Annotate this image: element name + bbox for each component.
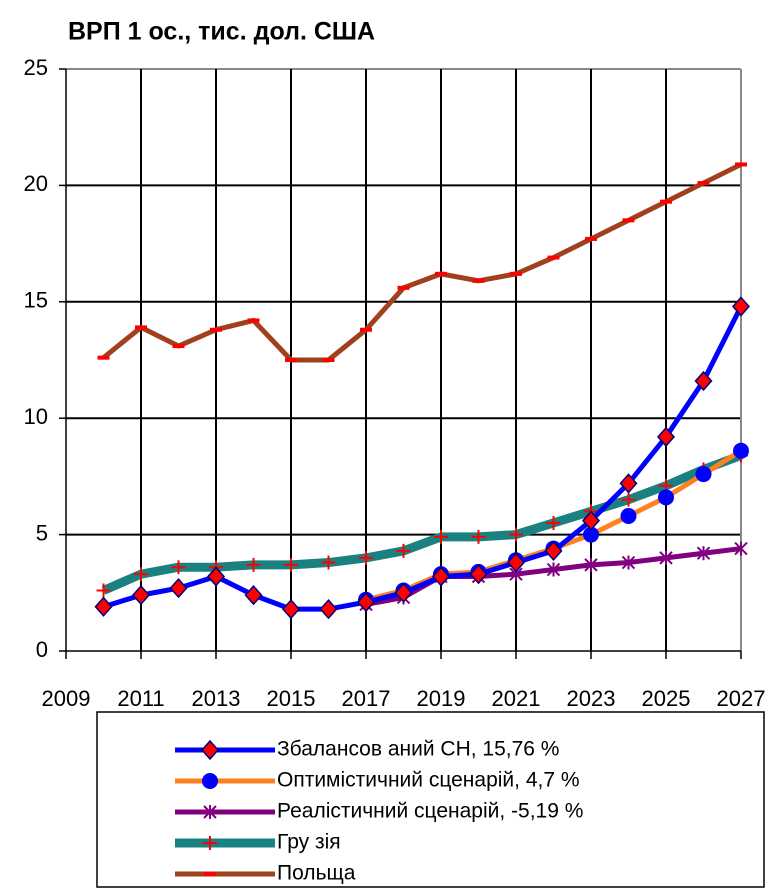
marker bbox=[169, 578, 188, 599]
series-line bbox=[101, 162, 743, 363]
x-tick-label: 2017 bbox=[342, 686, 391, 711]
x-tick-label: 2013 bbox=[192, 686, 241, 711]
marker bbox=[658, 489, 674, 506]
marker bbox=[96, 583, 111, 598]
marker bbox=[131, 584, 151, 606]
marker bbox=[356, 591, 376, 613]
marker bbox=[284, 557, 298, 572]
marker bbox=[322, 358, 335, 362]
legend-label: Збалансов аний СН, 15,76 % bbox=[277, 738, 559, 761]
marker bbox=[434, 529, 448, 544]
legend-marker bbox=[202, 773, 218, 789]
marker bbox=[660, 199, 672, 204]
marker bbox=[735, 162, 747, 167]
y-tick-label: 15 bbox=[24, 288, 48, 313]
marker bbox=[585, 236, 597, 241]
marker bbox=[733, 442, 749, 459]
marker bbox=[734, 541, 748, 556]
y-tick-label: 10 bbox=[24, 404, 48, 429]
marker bbox=[471, 529, 486, 544]
x-tick-label: 2025 bbox=[642, 686, 691, 711]
marker bbox=[621, 492, 636, 507]
marker bbox=[620, 507, 637, 524]
marker bbox=[697, 181, 710, 186]
marker bbox=[731, 296, 751, 317]
marker bbox=[659, 550, 673, 565]
marker bbox=[695, 466, 712, 483]
y-tick-label: 5 bbox=[36, 520, 48, 545]
marker bbox=[206, 566, 226, 587]
marker bbox=[472, 278, 485, 283]
x-tick-label: 2011 bbox=[117, 686, 164, 711]
legend-label: Гру зія bbox=[277, 831, 341, 854]
marker bbox=[435, 271, 447, 276]
marker bbox=[171, 560, 186, 575]
y-tick-label: 25 bbox=[24, 55, 48, 80]
marker bbox=[244, 584, 263, 606]
legend-label: Польща bbox=[277, 862, 356, 885]
legend-label: Реалістичний сценарій, -5,19 % bbox=[277, 800, 583, 823]
marker bbox=[281, 598, 301, 620]
marker bbox=[544, 540, 563, 562]
marker bbox=[134, 567, 148, 582]
marker bbox=[94, 596, 113, 617]
marker bbox=[581, 510, 601, 531]
marker bbox=[583, 526, 599, 543]
marker bbox=[172, 344, 185, 349]
marker bbox=[509, 527, 523, 542]
marker bbox=[359, 550, 373, 565]
marker bbox=[469, 564, 488, 585]
marker bbox=[397, 285, 410, 290]
marker bbox=[694, 370, 713, 392]
marker bbox=[622, 218, 635, 223]
legend-marker bbox=[204, 872, 216, 876]
marker bbox=[696, 546, 711, 561]
series-line bbox=[101, 451, 743, 595]
legend-box bbox=[96, 711, 765, 888]
chart-title: ВРП 1 ос., тис. дол. США bbox=[68, 18, 375, 46]
marker bbox=[584, 557, 598, 572]
legend-marker bbox=[203, 836, 217, 850]
marker bbox=[396, 543, 411, 558]
legend-marker bbox=[200, 739, 220, 761]
marker bbox=[135, 325, 147, 330]
x-tick-label: 2023 bbox=[567, 686, 616, 711]
marker bbox=[360, 327, 372, 332]
marker bbox=[546, 515, 561, 530]
marker bbox=[656, 426, 676, 447]
marker bbox=[246, 557, 261, 572]
legend-label: Оптимістичний сценарій, 4,7 % bbox=[277, 769, 580, 792]
x-tick-label: 2009 bbox=[42, 686, 91, 711]
marker bbox=[210, 327, 222, 332]
marker bbox=[319, 598, 338, 620]
marker bbox=[321, 555, 336, 570]
marker bbox=[506, 552, 526, 573]
x-tick-label: 2027 bbox=[717, 686, 766, 711]
marker bbox=[621, 555, 636, 570]
marker bbox=[547, 255, 560, 260]
marker bbox=[394, 582, 413, 603]
marker bbox=[510, 271, 522, 276]
marker bbox=[247, 318, 260, 323]
marker bbox=[431, 566, 451, 587]
y-tick-label: 0 bbox=[36, 637, 48, 662]
marker bbox=[619, 473, 638, 494]
x-tick-label: 2021 bbox=[492, 686, 541, 711]
marker bbox=[285, 358, 297, 362]
marker bbox=[97, 355, 110, 360]
x-tick-label: 2019 bbox=[417, 686, 466, 711]
marker bbox=[546, 562, 561, 577]
legend-marker bbox=[203, 805, 217, 819]
y-tick-label: 20 bbox=[24, 171, 48, 196]
x-tick-label: 2015 bbox=[267, 686, 316, 711]
